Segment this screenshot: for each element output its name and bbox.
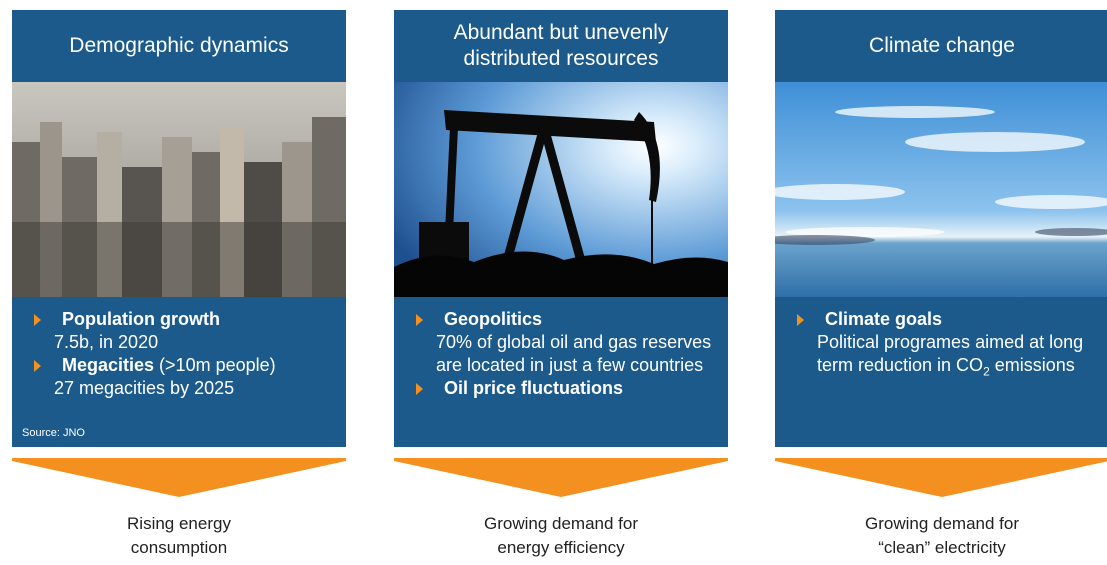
bullet-text: 70% of global oil and gas reserves are l… <box>436 331 728 377</box>
bullet-heading-line: Population growth <box>62 308 346 331</box>
subscript: 2 <box>983 365 990 379</box>
bullet-text: 7.5b, in 2020 <box>54 331 346 354</box>
bullet-marker <box>416 383 423 395</box>
bullet-text-part: 27 megacities by 2025 <box>54 378 234 398</box>
bullet-heading: Geopolitics <box>444 309 542 329</box>
bullet-list: Geopolitics 70% of global oil and gas res… <box>394 308 728 400</box>
panel: Demographic dynamics Population growth 7.… <box>12 10 346 447</box>
arrow-shape <box>775 458 1107 497</box>
bullet-marker <box>797 314 804 326</box>
bullet-heading-line: Geopolitics <box>444 308 728 331</box>
outcome-line: consumption <box>12 536 346 560</box>
city-photo <box>12 82 346 297</box>
down-arrow <box>394 458 728 498</box>
down-arrow <box>775 458 1107 498</box>
sky-sea-photo <box>775 82 1107 297</box>
bullet-marker <box>34 314 41 326</box>
title-line: Climate change <box>869 33 1015 59</box>
title-line: Demographic dynamics <box>69 33 288 59</box>
bullet-text-part: 70% of global oil and gas reserves are l… <box>436 332 711 375</box>
bullet-text-part: emissions <box>990 355 1075 375</box>
slide: {"columns": [ {"title_lines": ["Demograp… <box>0 0 1107 565</box>
arrow-shape <box>394 458 728 497</box>
bullet-heading: Climate goals <box>825 309 942 329</box>
source-note: Source: JNO <box>22 427 85 439</box>
bullet: Oil price fluctuations <box>394 377 728 400</box>
oil-pump-photo <box>394 82 728 297</box>
outcome-line: “clean” electricity <box>775 536 1107 560</box>
bullet-heading-line: Megacities (>10m people) <box>62 354 346 377</box>
bullet-marker <box>416 314 423 326</box>
bullet: Population growth 7.5b, in 2020 <box>12 308 346 354</box>
bullet-suffix: (>10m people) <box>154 355 276 375</box>
bullet-text: 27 megacities by 2025 <box>54 377 346 400</box>
bullet-text-part: 7.5b, in 2020 <box>54 332 158 352</box>
bullet: Geopolitics 70% of global oil and gas res… <box>394 308 728 377</box>
down-arrow <box>12 458 346 498</box>
title-line: Abundant but unevenly <box>454 20 669 46</box>
bullet-heading-line: Climate goals <box>825 308 1107 331</box>
bullet-heading-line: Oil price fluctuations <box>444 377 728 400</box>
arrow-shape <box>12 458 346 497</box>
outcome-line: Growing demand for <box>394 512 728 536</box>
outcome: Growing demand for“clean” electricity <box>775 512 1107 560</box>
bullet: Megacities (>10m people)27 megacities by… <box>12 354 346 400</box>
bullet-marker <box>34 360 41 372</box>
panel-title: Demographic dynamics <box>12 10 346 82</box>
bullet-heading: Population growth <box>62 309 220 329</box>
bullet-heading: Oil price fluctuations <box>444 378 623 398</box>
title-line: distributed resources <box>464 46 659 72</box>
outcome-line: Rising energy <box>12 512 346 536</box>
bullet-heading: Megacities <box>62 355 154 375</box>
outcome-line: energy efficiency <box>394 536 728 560</box>
column: Demographic dynamics Population growth 7.… <box>12 0 346 565</box>
bullet-text: Political programes aimed at long term r… <box>817 331 1107 384</box>
panel-title: Climate change <box>775 10 1107 82</box>
outcome-line: Growing demand for <box>775 512 1107 536</box>
